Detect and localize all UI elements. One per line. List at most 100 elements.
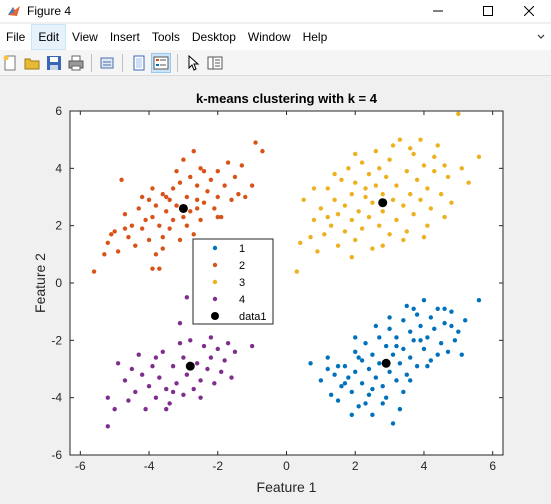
scatter-point-cluster-1 [359, 381, 365, 386]
scatter-point-cluster-1 [387, 315, 392, 320]
scatter-point-cluster-4 [191, 386, 196, 392]
scatter-point-cluster-4 [160, 349, 165, 354]
scatter-point-cluster-1 [401, 389, 406, 395]
scatter-point-cluster-2 [146, 197, 152, 203]
scatter-point-cluster-4 [184, 295, 190, 300]
menu-edit[interactable]: Edit [31, 24, 67, 50]
menu-desktop[interactable]: Desktop [191, 30, 236, 44]
legend-label: data1 [239, 311, 267, 323]
scatter-point-cluster-3 [332, 171, 337, 177]
figure-toolbar [0, 50, 551, 76]
scatter-point-cluster-3 [390, 197, 396, 203]
save-button[interactable] [44, 53, 64, 73]
minimize-button[interactable] [415, 0, 461, 22]
scatter-point-cluster-3 [390, 143, 396, 148]
scatter-point-cluster-1 [462, 318, 468, 323]
menu-tools[interactable]: Tools [151, 30, 180, 44]
close-button[interactable] [506, 0, 551, 22]
scatter-point-cluster-3 [359, 226, 365, 231]
scatter-point-cluster-1 [421, 346, 427, 352]
scatter-point-cluster-2 [184, 223, 190, 228]
scatter-point-cluster-1 [308, 361, 313, 366]
scatter-point-cluster-3 [432, 154, 437, 160]
scatter-point-cluster-1 [366, 366, 372, 372]
centroid-marker [378, 198, 388, 208]
show-plot-tools-button[interactable] [205, 53, 225, 73]
scatter-point-cluster-1 [318, 378, 324, 383]
menu-bar: File Edit View Insert Tools Desktop Wind… [0, 24, 551, 50]
x-tick-label: 4 [421, 459, 428, 473]
scatter-point-cluster-1 [397, 361, 403, 366]
scatter-point-cluster-3 [449, 200, 454, 205]
scatter-point-cluster-2 [215, 214, 220, 220]
scatter-point-cluster-3 [370, 200, 375, 205]
scatter-point-cluster-3 [442, 163, 447, 168]
scatter-point-cluster-4 [139, 372, 145, 377]
scatter-point-cluster-3 [401, 203, 406, 208]
scatter-point-cluster-2 [249, 183, 255, 188]
scatter-point-cluster-2 [184, 194, 190, 200]
scatter-point-cluster-1 [353, 349, 358, 354]
scatter-point-cluster-1 [435, 352, 440, 357]
maximize-button[interactable] [465, 0, 511, 22]
scatter-point-cluster-2 [122, 212, 128, 217]
scatter-point-cluster-1 [390, 352, 396, 357]
link-plot-button[interactable] [97, 53, 117, 73]
scatter-point-cluster-1 [335, 363, 341, 369]
y-tick-label: 6 [55, 104, 62, 118]
scatter-point-cluster-3 [466, 180, 471, 185]
scatter-point-cluster-3 [425, 223, 430, 228]
hide-plot-tools-button[interactable] [129, 53, 149, 73]
scatter-point-cluster-2 [215, 194, 220, 200]
scatter-point-cluster-2 [181, 157, 186, 162]
scatter-point-cluster-2 [174, 203, 179, 208]
scatter-point-cluster-4 [177, 320, 183, 326]
print-icon [68, 55, 84, 71]
scatter-point-cluster-2 [208, 177, 214, 182]
scatter-point-cluster-1 [449, 323, 454, 329]
scatter-point-cluster-4 [129, 366, 135, 372]
new-figure-button[interactable] [0, 53, 20, 73]
open-file-button[interactable] [22, 53, 42, 73]
menu-window[interactable]: Window [247, 30, 291, 44]
menu-help[interactable]: Help [302, 30, 328, 44]
dock-arrow-icon[interactable] [537, 33, 545, 41]
scatter-point-cluster-2 [126, 234, 131, 240]
scatter-point-cluster-4 [201, 343, 207, 349]
y-axis-label: Feature 2 [32, 253, 48, 313]
insert-legend-icon [153, 56, 169, 70]
scatter-point-cluster-3 [353, 180, 358, 185]
legend[interactable]: 1 2 3 4 data1 [192, 238, 274, 325]
scatter-point-cluster-2 [102, 252, 107, 257]
insert-legend-button[interactable] [151, 53, 171, 73]
scatter-point-cluster-4 [133, 389, 138, 395]
scatter-point-cluster-2 [153, 252, 159, 257]
scatter-point-cluster-1 [449, 309, 454, 314]
menu-view[interactable]: View [72, 30, 98, 44]
print-button[interactable] [66, 53, 86, 73]
scatter-chart[interactable]: k-means clustering with k = 4 Feature 1 … [0, 77, 551, 501]
scatter-point-cluster-3 [476, 154, 482, 160]
pointer-icon [188, 55, 200, 71]
scatter-point-cluster-1 [425, 335, 430, 340]
scatter-point-cluster-2 [160, 191, 165, 197]
menu-insert[interactable]: Insert [109, 30, 140, 44]
scatter-point-cluster-4 [146, 384, 152, 389]
scatter-point-cluster-3 [373, 183, 379, 188]
scatter-point-cluster-4 [225, 341, 231, 346]
scatter-point-cluster-2 [229, 197, 234, 203]
pointer-button[interactable] [183, 53, 203, 73]
legend-marker [211, 312, 219, 320]
scatter-point-cluster-3 [322, 232, 327, 237]
scatter-point-cluster-1 [418, 338, 423, 343]
scatter-point-cluster-2 [170, 217, 176, 223]
scatter-point-cluster-3 [359, 160, 365, 165]
scatter-point-cluster-1 [452, 338, 458, 343]
menu-file[interactable]: File [6, 30, 26, 44]
close-icon [524, 6, 534, 16]
centroid-marker [381, 358, 391, 368]
scatter-point-cluster-3 [349, 217, 354, 223]
scatter-point-cluster-1 [335, 398, 341, 403]
scatter-point-cluster-3 [394, 217, 399, 223]
scatter-point-cluster-3 [435, 143, 440, 148]
